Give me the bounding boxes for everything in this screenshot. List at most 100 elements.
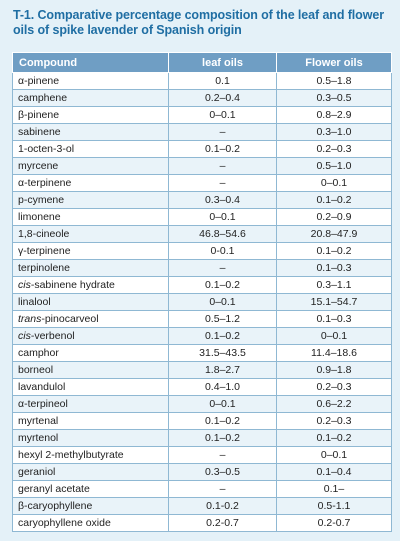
flower-oils-cell: 0.1–0.3 bbox=[276, 259, 392, 277]
compound-cell: sabinene bbox=[12, 123, 169, 141]
leaf-oils-cell: 0.2-0.7 bbox=[168, 514, 277, 532]
flower-oils-cell: 0.2–0.3 bbox=[276, 412, 392, 430]
flower-oils-cell: 0.2-0.7 bbox=[276, 514, 392, 532]
leaf-oils-cell: 0.3–0.4 bbox=[168, 191, 277, 209]
table-row: borneol 1.8–2.7 0.9–1.8 bbox=[12, 361, 392, 379]
flower-oils-cell: 11.4–18.6 bbox=[276, 344, 392, 362]
leaf-oils-cell: 0.3–0.5 bbox=[168, 463, 277, 481]
compound-cell: camphene bbox=[12, 89, 169, 107]
compound-cell: terpinolene bbox=[12, 259, 169, 277]
leaf-oils-cell: 0.1–0.2 bbox=[168, 327, 277, 345]
table-row: camphene 0.2–0.4 0.3–0.5 bbox=[12, 89, 392, 107]
compound-name: γ-terpinene bbox=[18, 245, 71, 257]
table-row: p-cymene 0.3–0.4 0.1–0.2 bbox=[12, 191, 392, 209]
compound-cell: cis-sabinene hydrate bbox=[12, 276, 169, 294]
flower-oils-cell: 0–0.1 bbox=[276, 327, 392, 345]
leaf-oils-cell: 0.2–0.4 bbox=[168, 89, 277, 107]
flower-oils-cell: 0.2–0.3 bbox=[276, 378, 392, 396]
compound-cell: geraniol bbox=[12, 463, 169, 481]
table-row: myrtenol 0.1–0.2 0.1–0.2 bbox=[12, 429, 392, 447]
compound-cell: myrcene bbox=[12, 157, 169, 175]
header-compound: Compound bbox=[12, 52, 169, 73]
compound-cell: borneol bbox=[12, 361, 169, 379]
compound-cell: caryophyllene oxide bbox=[12, 514, 169, 532]
compound-cell: hexyl 2-methylbutyrate bbox=[12, 446, 169, 464]
table-row: trans-pinocarveol 0.5–1.2 0.1–0.3 bbox=[12, 310, 392, 328]
leaf-oils-cell: 1.8–2.7 bbox=[168, 361, 277, 379]
leaf-oils-cell: – bbox=[168, 446, 277, 464]
table-row: cis-verbenol 0.1–0.2 0–0.1 bbox=[12, 327, 392, 345]
compound-cell: camphor bbox=[12, 344, 169, 362]
leaf-oils-cell: 0–0.1 bbox=[168, 293, 277, 311]
compound-cell: linalool bbox=[12, 293, 169, 311]
compound-name: myrtenal bbox=[18, 415, 59, 427]
compound-name: myrcene bbox=[18, 160, 59, 172]
flower-oils-cell: 0.1–0.2 bbox=[276, 191, 392, 209]
table-row: geranyl acetate –0.1– bbox=[12, 480, 392, 498]
compound-name: borneol bbox=[18, 364, 54, 376]
flower-oils-cell: 0.1–0.4 bbox=[276, 463, 392, 481]
compound-name: β-caryophyllene bbox=[18, 500, 93, 512]
table-row: α-terpineol 0–0.1 0.6–2.2 bbox=[12, 395, 392, 413]
table-row: 1-octen-3-ol 0.1–0.2 0.2–0.3 bbox=[12, 140, 392, 158]
compound-name: limonene bbox=[18, 211, 61, 223]
flower-oils-cell: 0.2–0.9 bbox=[276, 208, 392, 226]
compound-name: -verbenol bbox=[30, 330, 75, 342]
flower-oils-cell: 0.1–0.2 bbox=[276, 242, 392, 260]
table-row: β-pinene 0–0.1 0.8–2.9 bbox=[12, 106, 392, 124]
flower-oils-cell: 0.5-1.1 bbox=[276, 497, 392, 515]
flower-oils-cell: 0.3–1.0 bbox=[276, 123, 392, 141]
compound-cell: lavandulol bbox=[12, 378, 169, 396]
table-row: γ-terpinene 0-0.1 0.1–0.2 bbox=[12, 242, 392, 260]
compound-name: linalool bbox=[18, 296, 51, 308]
compound-name: β-pinene bbox=[18, 109, 60, 121]
compound-cell: α-pinene bbox=[12, 72, 169, 90]
compound-prefix: cis bbox=[18, 330, 31, 342]
compound-name: caryophyllene oxide bbox=[18, 517, 111, 529]
compound-cell: trans-pinocarveol bbox=[12, 310, 169, 328]
compound-name: α-terpineol bbox=[18, 398, 68, 410]
compound-name: geraniol bbox=[18, 466, 56, 478]
compound-cell: β-pinene bbox=[12, 106, 169, 124]
leaf-oils-cell: – bbox=[168, 157, 277, 175]
flower-oils-cell: 0.3–1.1 bbox=[276, 276, 392, 294]
leaf-oils-cell: 0.1–0.2 bbox=[168, 276, 277, 294]
compound-name: camphor bbox=[18, 347, 59, 359]
leaf-oils-cell: – bbox=[168, 174, 277, 192]
table-row: β-caryophyllene 0.1-0.2 0.5-1.1 bbox=[12, 497, 392, 515]
flower-oils-cell: 0.6–2.2 bbox=[276, 395, 392, 413]
table-row: limonene 0–0.1 0.2–0.9 bbox=[12, 208, 392, 226]
flower-oils-cell: 0.1–0.2 bbox=[276, 429, 392, 447]
leaf-oils-cell: 0–0.1 bbox=[168, 106, 277, 124]
leaf-oils-cell: 0–0.1 bbox=[168, 395, 277, 413]
table-header-row: Compound leaf oils Flower oils bbox=[12, 52, 392, 73]
compound-cell: 1,8-cineole bbox=[12, 225, 169, 243]
compound-cell: myrtenal bbox=[12, 412, 169, 430]
compound-cell: α-terpineol bbox=[12, 395, 169, 413]
leaf-oils-cell: 0.1-0.2 bbox=[168, 497, 277, 515]
leaf-oils-cell: – bbox=[168, 259, 277, 277]
table-row: α-terpinene –0–0.1 bbox=[12, 174, 392, 192]
leaf-oils-cell: 0.1–0.2 bbox=[168, 429, 277, 447]
flower-oils-cell: 0–0.1 bbox=[276, 174, 392, 192]
flower-oils-cell: 0.1– bbox=[276, 480, 392, 498]
leaf-oils-cell: 46.8–54.6 bbox=[168, 225, 277, 243]
flower-oils-cell: 0.9–1.8 bbox=[276, 361, 392, 379]
compound-name: 1,8-cineole bbox=[18, 228, 70, 240]
leaf-oils-cell: 0.4–1.0 bbox=[168, 378, 277, 396]
composition-table: Compound leaf oils Flower oils α-pinene 0… bbox=[12, 52, 392, 532]
table-row: hexyl 2-methylbutyrate –0–0.1 bbox=[12, 446, 392, 464]
compound-name: sabinene bbox=[18, 126, 61, 138]
table-row: geraniol 0.3–0.5 0.1–0.4 bbox=[12, 463, 392, 481]
header-flower-oils: Flower oils bbox=[276, 52, 392, 73]
leaf-oils-cell: 0–0.1 bbox=[168, 208, 277, 226]
leaf-oils-cell: 0.1–0.2 bbox=[168, 140, 277, 158]
compound-name: geranyl acetate bbox=[18, 483, 90, 495]
compound-name: α-terpinene bbox=[18, 177, 72, 189]
table-row: lavandulol 0.4–1.0 0.2–0.3 bbox=[12, 378, 392, 396]
compound-cell: limonene bbox=[12, 208, 169, 226]
flower-oils-cell: 0.8–2.9 bbox=[276, 106, 392, 124]
leaf-oils-cell: 0.5–1.2 bbox=[168, 310, 277, 328]
compound-cell: cis-verbenol bbox=[12, 327, 169, 345]
table-row: cis-sabinene hydrate 0.1–0.2 0.3–1.1 bbox=[12, 276, 392, 294]
